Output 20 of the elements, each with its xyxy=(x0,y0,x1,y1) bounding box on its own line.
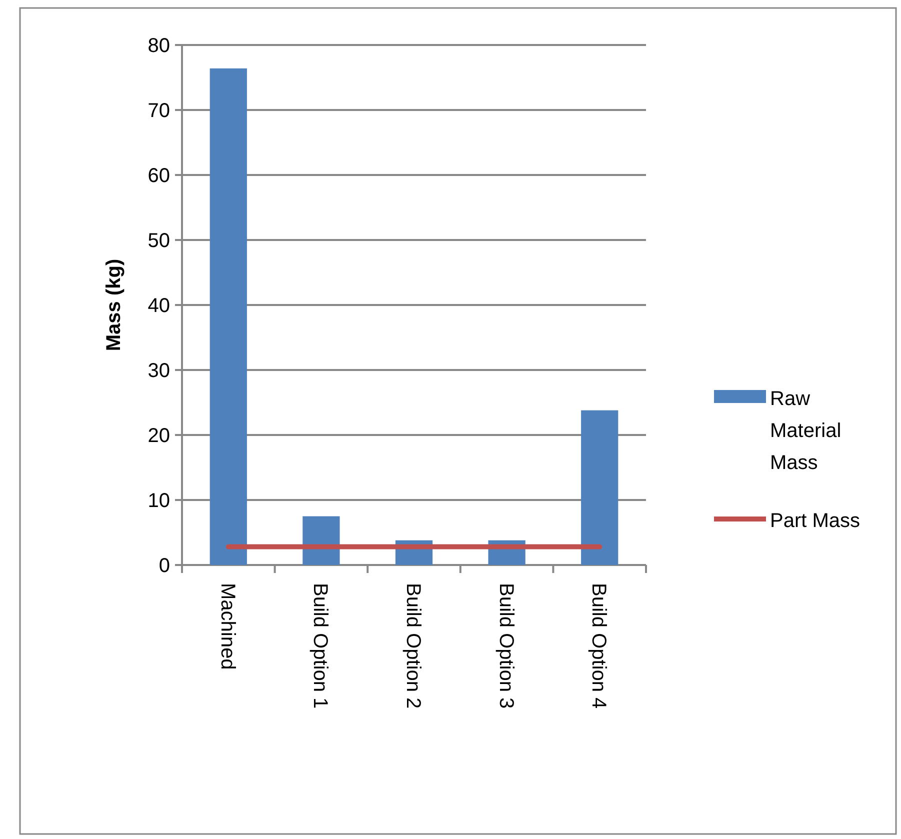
y-tick-label: 10 xyxy=(148,490,170,512)
bar xyxy=(581,410,618,565)
x-tick-label: Build Option 3 xyxy=(494,583,517,709)
y-tick-label: 40 xyxy=(148,295,170,317)
bar xyxy=(210,68,247,565)
y-tick-label: 0 xyxy=(158,555,170,577)
y-tick-label: 70 xyxy=(148,100,170,122)
y-axis-title: Mass (kg) xyxy=(103,258,125,352)
y-tick-label: 50 xyxy=(148,230,170,252)
y-tick-label: 30 xyxy=(148,360,170,382)
bar xyxy=(302,516,340,565)
x-tick-label: Machined xyxy=(216,583,238,670)
x-tick-label: Build Option 2 xyxy=(402,583,424,709)
legend-label: Raw Material Mass xyxy=(770,388,842,474)
y-tick-label: 60 xyxy=(148,165,170,187)
x-tick-label: Build Option 4 xyxy=(588,583,610,709)
x-tick-label: Build Option 1 xyxy=(309,583,332,709)
y-tick-label: 20 xyxy=(148,425,170,447)
legend-label: Part Mass xyxy=(770,510,860,532)
y-tick-label: 80 xyxy=(148,35,170,57)
